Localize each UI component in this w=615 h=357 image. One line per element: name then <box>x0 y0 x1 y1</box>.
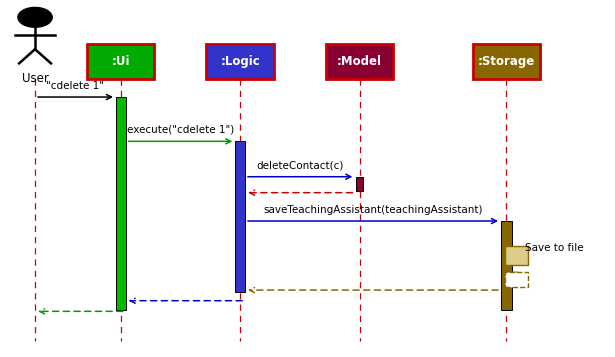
Bar <box>505 272 528 287</box>
Circle shape <box>18 7 52 27</box>
Text: deleteContact(c): deleteContact(c) <box>256 160 344 170</box>
Bar <box>326 44 393 79</box>
Bar <box>473 44 540 79</box>
Text: :Model: :Model <box>337 55 382 68</box>
Text: Save to file: Save to file <box>525 242 584 252</box>
Bar <box>116 97 125 310</box>
Bar <box>236 141 245 292</box>
Text: :Ui: :Ui <box>111 55 130 68</box>
Text: saveTeachingAssistant(teachingAssistant): saveTeachingAssistant(teachingAssistant) <box>263 205 483 215</box>
Bar <box>87 44 154 79</box>
Text: :Logic: :Logic <box>220 55 260 68</box>
Text: "cdelete 1": "cdelete 1" <box>47 81 105 91</box>
Text: execute("cdelete 1"): execute("cdelete 1") <box>127 125 234 135</box>
Bar <box>356 177 363 191</box>
Text: User: User <box>22 72 49 85</box>
Bar <box>505 246 528 265</box>
Bar <box>207 44 274 79</box>
Text: :Storage: :Storage <box>478 55 535 68</box>
Bar <box>501 221 512 310</box>
